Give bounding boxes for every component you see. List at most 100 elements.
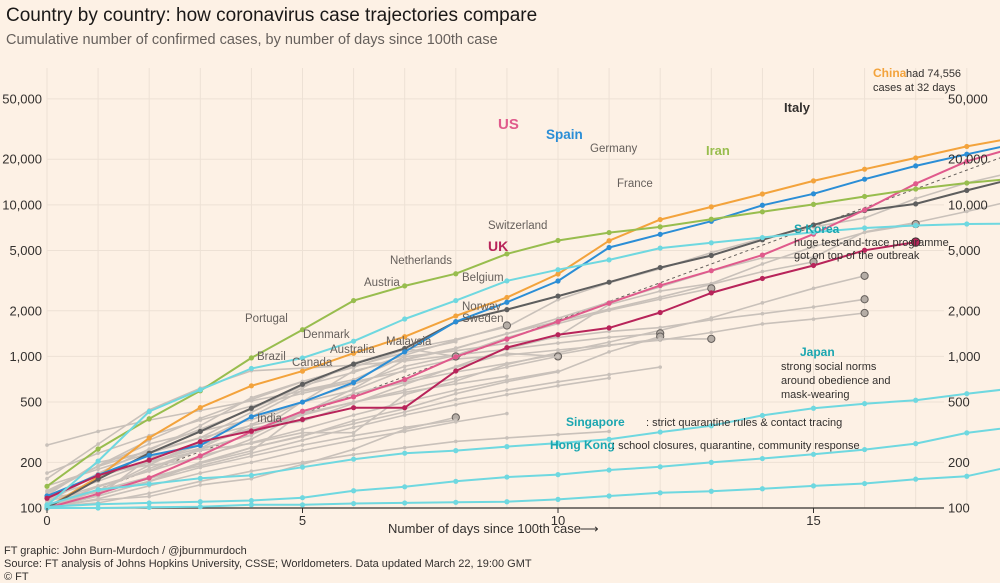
hong-kong-series-point: [606, 493, 612, 499]
grey-series-point: [147, 494, 151, 499]
japan-series-point: [862, 401, 868, 407]
grey-series-point: [556, 341, 560, 345]
s-korea-series-point: [504, 278, 510, 284]
iran-series-point: [862, 193, 868, 200]
hong-kong-series-point: [248, 502, 254, 508]
spain-series-point: [197, 442, 203, 448]
us-series-point: [95, 491, 101, 497]
grey-series-point: [402, 390, 407, 395]
grey-series-group: [45, 174, 1000, 510]
s-korea-series-point: [555, 267, 561, 273]
label-hongkong: Hong Kong: [550, 438, 615, 452]
grey-series-point: [505, 392, 509, 397]
grey-series-point: [454, 346, 458, 350]
iran-series-point: [351, 297, 357, 304]
grey-series-point: [96, 429, 100, 434]
label-italy: Italy: [784, 100, 811, 115]
grey-series-point: [351, 447, 356, 452]
spain-series-point: [402, 349, 408, 355]
grey-series-point: [147, 447, 151, 451]
singapore-series-point: [299, 495, 306, 501]
grey-series-point: [198, 418, 203, 422]
grey-series-point: [249, 445, 254, 450]
iran-series-point: [810, 201, 817, 207]
us-series-point: [657, 282, 663, 288]
uk-series-point: [555, 332, 561, 338]
iran-series-point: [657, 224, 663, 230]
grey-series-point: [96, 497, 100, 501]
spain-series-point: [964, 151, 970, 157]
us-series-point: [351, 394, 357, 400]
grey-series-point: [249, 469, 254, 473]
hong-kong-series-point: [299, 502, 306, 508]
spain-series-point: [913, 163, 919, 169]
china-series-point: [862, 166, 868, 172]
china-series-point: [555, 271, 561, 277]
s-korea-series-point: [197, 387, 203, 393]
grey-series-point: [454, 379, 458, 383]
grey-series-point: [351, 452, 356, 457]
spain-series-point: [248, 414, 254, 420]
singapore-series-point: [708, 459, 714, 465]
chart-grid: [46, 68, 968, 509]
grey-series-point: [198, 465, 203, 470]
japan-series-point: [913, 397, 919, 403]
italy-series-point: [299, 381, 306, 387]
hong-kong-series-point: [453, 499, 459, 505]
spain-series-point: [759, 202, 766, 208]
label-norway: Norway: [462, 301, 501, 313]
china-series-point: [351, 350, 357, 356]
us-series-point: [964, 158, 970, 164]
y-tick-label-left: 5,000: [9, 243, 42, 258]
grey-series-point: [607, 308, 611, 313]
grey-series-point: [556, 380, 560, 384]
series-labels: China had 74,556 cases at 32 days Italy US Sp…: [245, 66, 961, 452]
singapore-series-point: [453, 478, 459, 484]
spain-series-point: [555, 278, 561, 284]
grey-series-point: [198, 423, 203, 428]
grey-series-point: [965, 209, 969, 214]
label-iran: Iran: [706, 143, 730, 158]
grey-series-point: [300, 433, 305, 438]
italy-series-point: [248, 405, 254, 411]
us-series-point: [708, 268, 714, 274]
china-series-point: [657, 216, 663, 223]
grey-series-point: [505, 341, 509, 346]
japan-series-point: [708, 423, 714, 429]
japan-series-point: [810, 405, 817, 411]
singapore-series-point: [95, 501, 101, 507]
us-series-point: [913, 181, 919, 187]
japan-series-point: [402, 450, 408, 456]
grey-series-point: [811, 244, 816, 249]
iran-series-point: [453, 271, 459, 277]
s-korea-series-point: [606, 257, 612, 263]
grey-series-point: [300, 385, 305, 390]
italy-series-line: [46, 181, 1000, 509]
s-korea-series-point: [351, 338, 357, 344]
grey-series-point: [556, 348, 560, 352]
uk-series-point: [862, 247, 868, 253]
grey-series-point: [454, 365, 458, 370]
grey-series-point: [454, 388, 458, 392]
grey-series-point: [454, 402, 458, 407]
grey-series-point: [454, 348, 458, 353]
x-tick-label: 15: [806, 513, 820, 528]
chart-title: Country by country: how coronavirus case…: [6, 5, 538, 26]
label-spain: Spain: [546, 127, 583, 142]
label-sweden: Sweden: [462, 313, 504, 325]
japan-series-point: [555, 440, 561, 446]
grey-series-point: [45, 471, 49, 475]
italy-series-point: [708, 252, 714, 259]
uk-series-point: [351, 405, 357, 411]
label-switzerland: Switzerland: [488, 220, 547, 232]
japan-series-point: [146, 481, 152, 487]
grey-series-point: [249, 398, 254, 403]
s-korea-series-point: [657, 245, 663, 251]
grey-series-point: [147, 463, 151, 467]
singapore-series-point: [759, 455, 766, 462]
grey-series-point: [45, 443, 49, 447]
hong-kong-series-point: [964, 473, 970, 479]
label-malaysia: Malaysia: [386, 336, 432, 348]
grey-series-point: [505, 411, 509, 416]
